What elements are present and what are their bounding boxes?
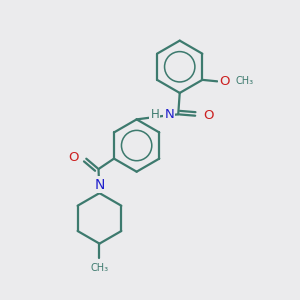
Text: CH₃: CH₃: [236, 76, 254, 86]
Text: H: H: [151, 108, 159, 121]
Text: O: O: [203, 109, 214, 122]
Text: O: O: [68, 151, 79, 164]
Text: N: N: [94, 178, 105, 192]
Text: N: N: [164, 108, 174, 121]
Text: O: O: [219, 75, 230, 88]
Text: CH₃: CH₃: [90, 263, 109, 273]
